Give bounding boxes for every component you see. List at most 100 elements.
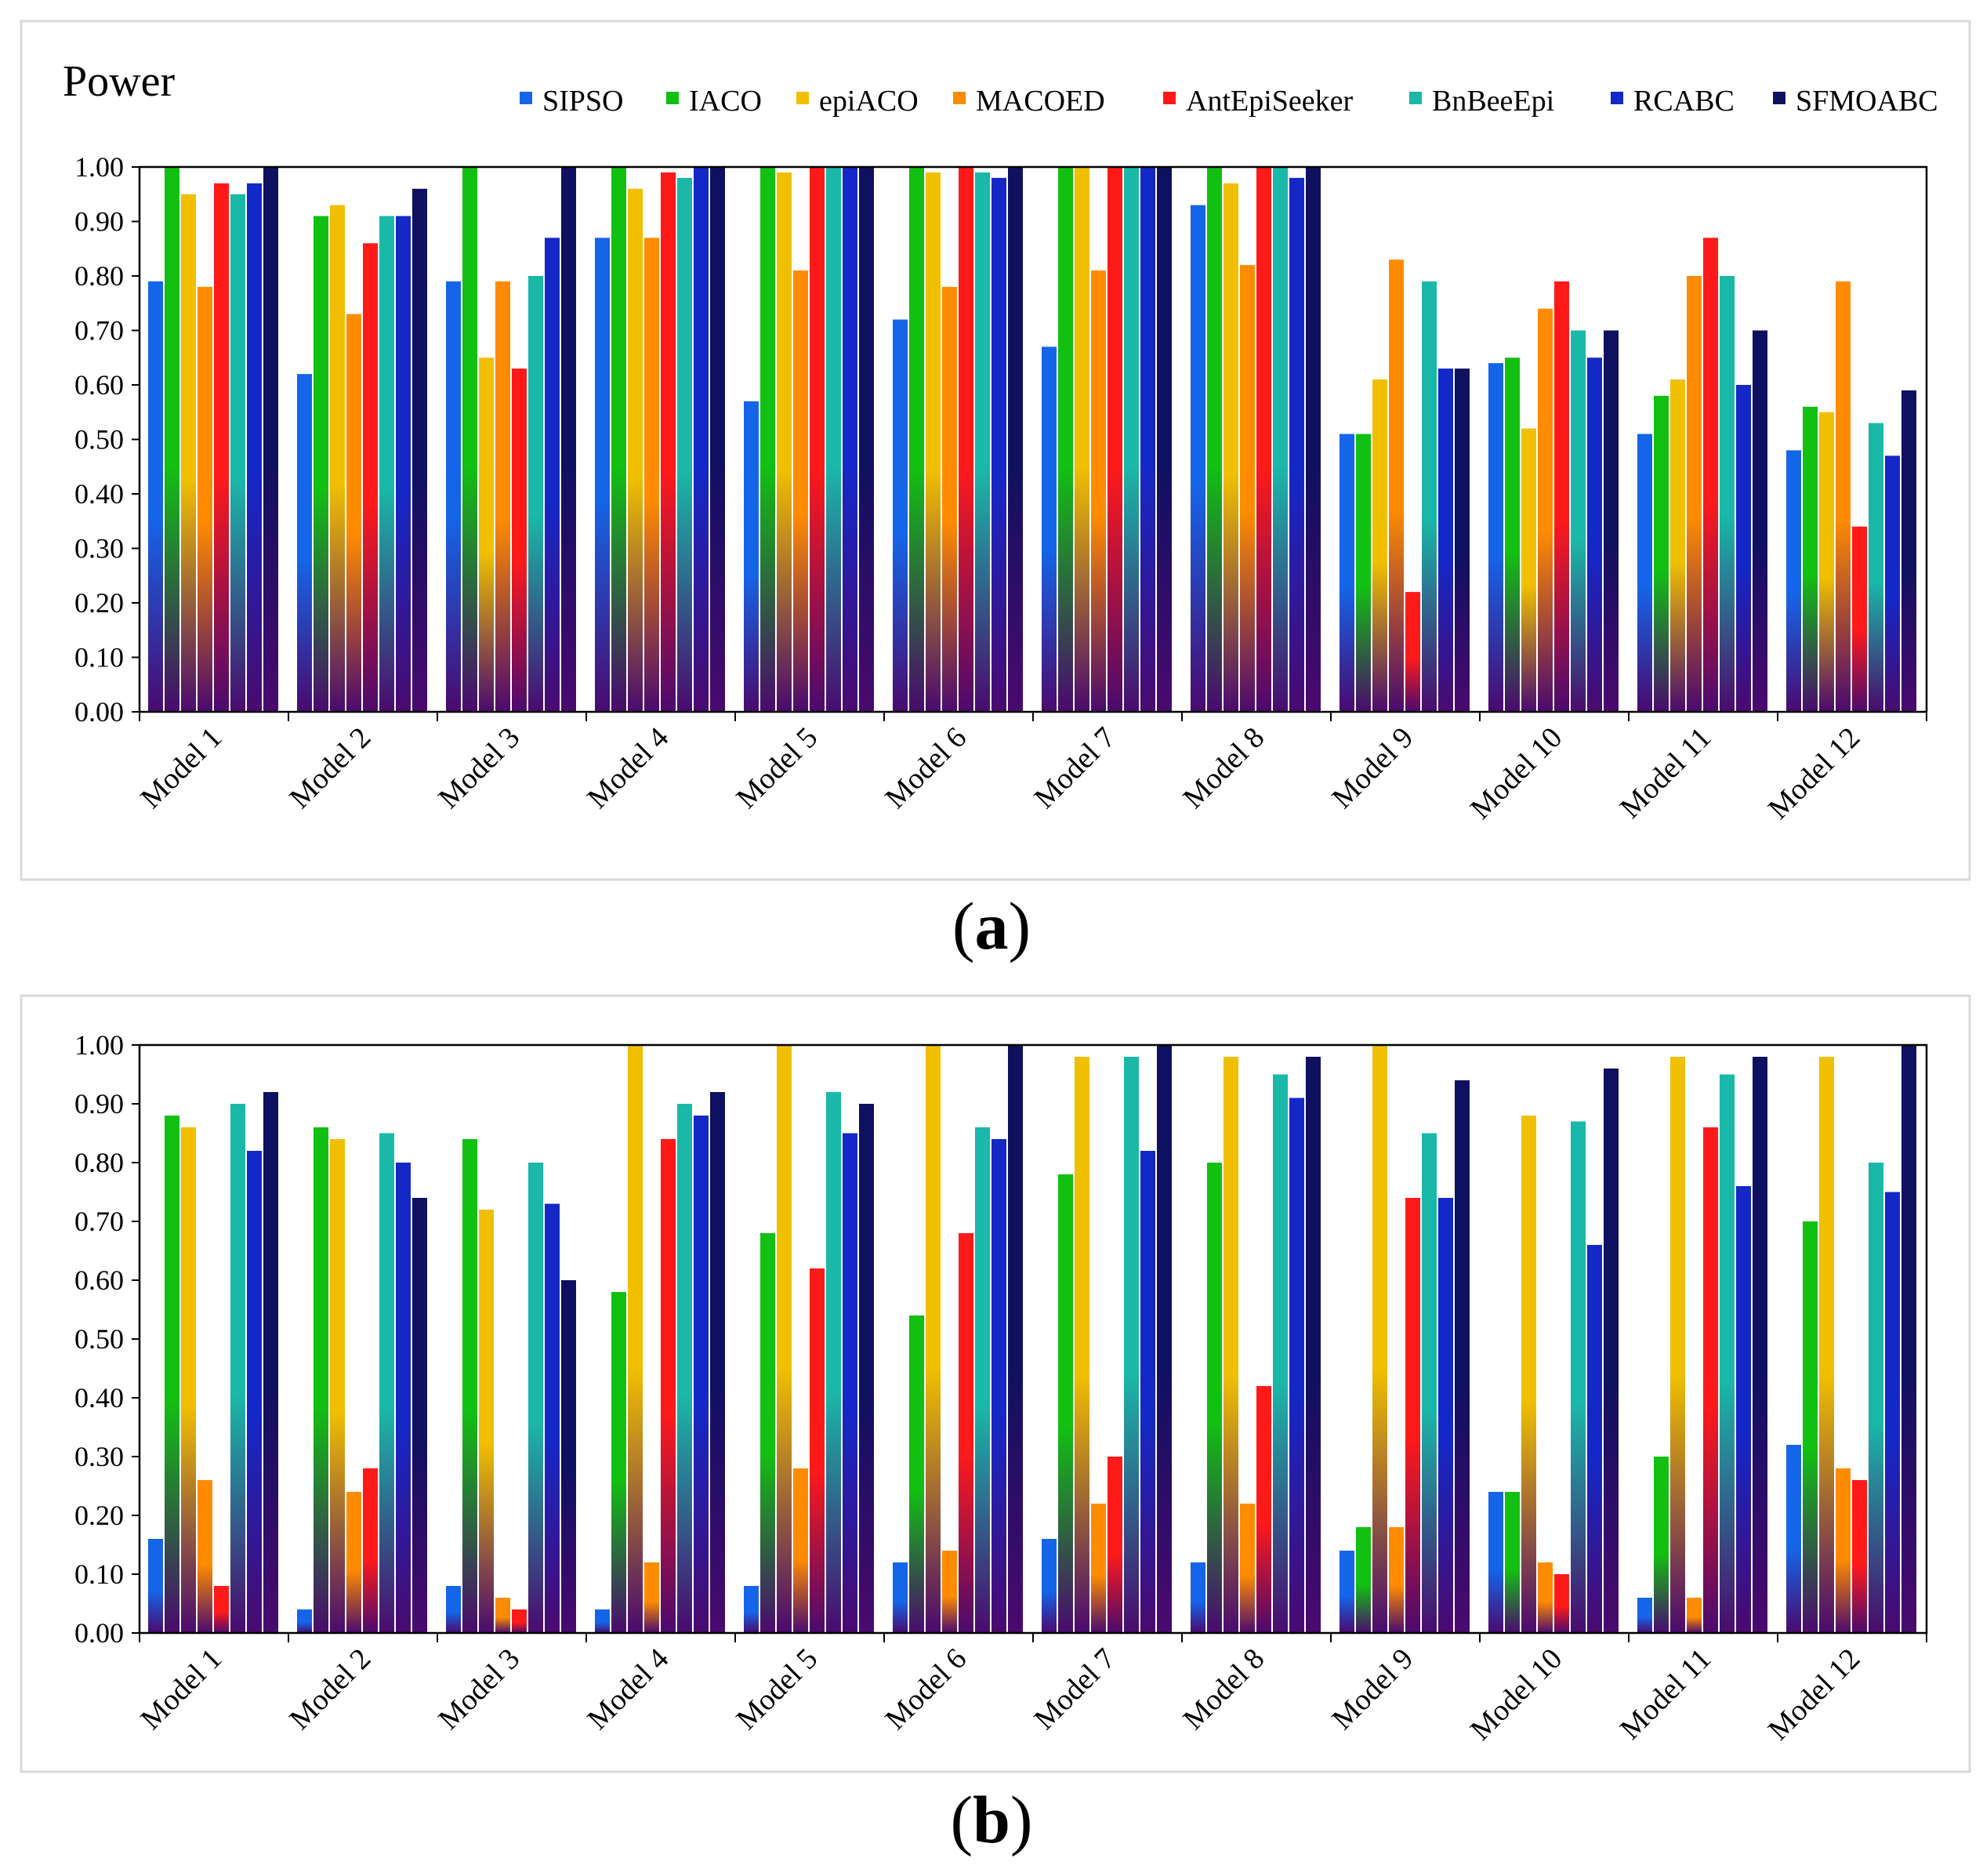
bar (181, 1127, 196, 1633)
bar (1521, 1116, 1536, 1633)
bar (263, 1092, 278, 1633)
bar (198, 1480, 212, 1633)
legend-swatch (520, 92, 532, 104)
bar (1422, 281, 1437, 712)
y-axis-b: 0.00 0.10 0.20 0.30 0.40 0.50 0.60 0.70 0.80 0.90… (74, 1029, 140, 1649)
bar (677, 177, 692, 712)
bar (1091, 1504, 1106, 1633)
bar (1273, 167, 1288, 712)
plot-area-b (138, 1043, 1928, 1635)
bar (611, 1292, 626, 1633)
bar (1637, 434, 1652, 712)
bar (314, 216, 328, 712)
bar (793, 270, 808, 712)
bar (1422, 1133, 1437, 1633)
bar (1687, 1598, 1702, 1633)
bar (710, 1092, 725, 1633)
bar (694, 1116, 709, 1633)
bar (1356, 1527, 1371, 1633)
bar (1819, 1057, 1834, 1633)
bar (1505, 357, 1520, 712)
bar (975, 172, 990, 712)
bar (1670, 379, 1685, 712)
bar (1405, 592, 1420, 712)
bar (165, 1116, 179, 1633)
bar (793, 1468, 808, 1633)
bar (611, 167, 626, 712)
y-tick-label: 1.00 (74, 1029, 124, 1061)
y-tick-label: 0.90 (74, 1088, 124, 1119)
bar (545, 1203, 560, 1633)
y-tick-label: 0.20 (74, 1500, 124, 1531)
bar (1819, 412, 1834, 712)
bar (1124, 1057, 1139, 1633)
bar (198, 286, 212, 712)
bar (1836, 281, 1851, 712)
bar (744, 401, 759, 712)
bar (412, 188, 427, 713)
legend-swatch (1409, 92, 1422, 104)
bar (1372, 1045, 1387, 1633)
bar (1885, 455, 1900, 712)
bar (1157, 1045, 1172, 1633)
bar (1356, 434, 1371, 712)
bar (1140, 167, 1155, 712)
bar (1720, 276, 1735, 712)
bar (694, 167, 709, 712)
bar (1803, 1221, 1818, 1633)
legend-label: epiACO (819, 85, 919, 118)
bar (396, 216, 411, 712)
bar (561, 1280, 576, 1633)
bar (330, 1139, 345, 1633)
bar (545, 238, 560, 713)
bar (909, 1315, 924, 1633)
bar (247, 1151, 262, 1633)
bar (1786, 450, 1801, 712)
bar (744, 1586, 759, 1633)
bar (446, 281, 461, 712)
bar (1340, 1551, 1354, 1633)
bar (165, 167, 179, 712)
y-tick-label: 0.10 (74, 642, 124, 673)
bar (1736, 385, 1751, 712)
y-tick-label: 0.60 (74, 1265, 124, 1296)
bar (942, 286, 957, 712)
bar (826, 1092, 841, 1633)
bar (893, 1562, 908, 1633)
bar (495, 281, 510, 712)
bar (230, 194, 245, 712)
bar (148, 281, 163, 712)
bar (628, 1045, 643, 1633)
bar (512, 368, 527, 712)
bar (1224, 1057, 1238, 1633)
y-axis-a: 0.00 0.10 0.20 0.30 0.40 0.50 0.60 0.70 0.80 0.90… (74, 151, 140, 728)
bar (1438, 368, 1453, 712)
y-tick-label: 0.70 (74, 1206, 124, 1237)
chart-a-title: Power (63, 57, 175, 106)
bar (644, 238, 659, 713)
bar (992, 1139, 1006, 1633)
panel-a: Power SIPSO IACO epiACO MACOED AntEpiSeeker B… (20, 20, 1971, 881)
bar (379, 1133, 394, 1633)
bar (760, 1233, 775, 1633)
bar (1587, 357, 1602, 712)
bar (1803, 406, 1818, 712)
legend-swatch (953, 92, 966, 104)
y-tick-label: 0.30 (74, 1441, 124, 1472)
bar (843, 1133, 857, 1633)
bar (363, 1468, 378, 1633)
bar (462, 167, 477, 712)
bar (926, 172, 941, 712)
y-tick-label: 0.20 (74, 587, 124, 619)
bar (1042, 347, 1057, 712)
bar (595, 1609, 610, 1633)
bar (1703, 1127, 1718, 1633)
bar (1852, 1480, 1867, 1633)
bars-b (148, 1045, 1916, 1633)
bar (1256, 167, 1271, 712)
bar (1670, 1057, 1685, 1633)
y-tick-label: 0.00 (74, 1617, 124, 1649)
bar (230, 1104, 245, 1633)
y-tick-label: 0.10 (74, 1558, 124, 1590)
panel-b: 0.00 0.10 0.20 0.30 0.40 0.50 0.60 0.70 0.80 0.90… (20, 994, 1971, 1773)
